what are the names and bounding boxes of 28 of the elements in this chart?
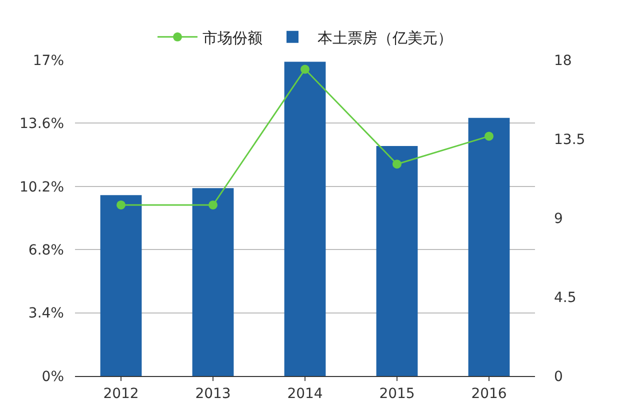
y-tick-label: 17% bbox=[32, 52, 64, 69]
bar bbox=[284, 62, 326, 376]
point bbox=[208, 200, 218, 210]
point bbox=[484, 132, 494, 141]
y-tick-label: 13.6% bbox=[20, 116, 64, 132]
bar bbox=[100, 195, 142, 376]
y-tick-label: 3.4% bbox=[28, 306, 64, 322]
legend-label: 本土票房（亿美元） bbox=[318, 28, 452, 47]
bar bbox=[468, 118, 510, 376]
x-tick-label: 2016 bbox=[471, 386, 507, 402]
x-tick-label: 2014 bbox=[287, 386, 323, 402]
y2-tick-label: 4.5 bbox=[554, 290, 576, 306]
x-tick-label: 2013 bbox=[195, 386, 231, 402]
point bbox=[116, 200, 126, 210]
y2-tick-label: 9 bbox=[554, 210, 563, 227]
bar bbox=[376, 146, 418, 376]
y-tick-label: 6.8% bbox=[28, 242, 64, 258]
y2-tick-label: 0 bbox=[554, 368, 563, 385]
y2-tick-label: 13.5 bbox=[554, 132, 586, 148]
point bbox=[300, 64, 310, 74]
x-tick-label: 2015 bbox=[379, 386, 415, 402]
bar bbox=[192, 188, 234, 376]
y-tick-label: 0% bbox=[42, 368, 64, 385]
legend-label: 市场份额 bbox=[202, 28, 262, 47]
y2-tick-label: 18 bbox=[554, 52, 572, 69]
x-tick-label: 2012 bbox=[103, 386, 139, 402]
point bbox=[392, 160, 402, 169]
y-tick-label: 10.2% bbox=[20, 179, 64, 196]
